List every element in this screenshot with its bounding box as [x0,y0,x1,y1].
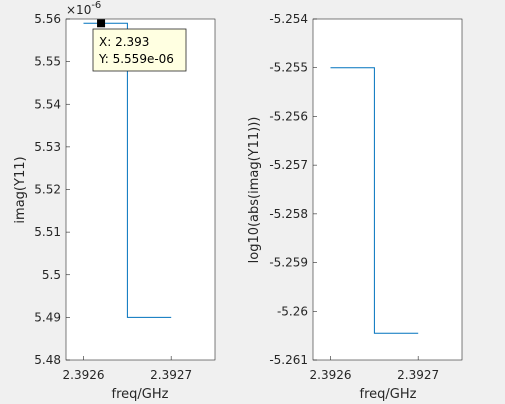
right-x-axis-label: freq/GHz [360,387,417,402]
left-y-axis-label: imag(Y11) [13,156,28,223]
y-tick-label: 5.54 [34,97,61,111]
y-tick-label: 5.51 [34,225,61,239]
left-plot-area [65,18,216,361]
y-tick-label: -5.256 [269,109,308,123]
y-tick-label: 5.48 [34,353,61,367]
x-tick-label: 2.3927 [397,368,439,382]
right-axes: -5.254 -5.255 -5.256 -5.257 -5.258 -5.259 -5.2… [247,12,463,402]
right-plot-area [312,18,463,361]
left-exponent-label: ×10-6 [66,0,101,17]
left-series-line [83,22,172,318]
y-tick-label: -5.257 [269,158,308,172]
y-tick-label: 5.49 [34,310,61,324]
y-tick-label: 5.53 [34,140,61,154]
y-tick-label: -5.258 [269,207,308,221]
y-tick-label: -5.255 [269,61,308,75]
y-tick-label: 5.52 [34,183,61,197]
datatip-box [92,28,187,72]
x-tick-label: 2.3926 [310,368,352,382]
datatip-y-text: Y: 5.559e-06 [98,52,174,66]
datatip[interactable]: X: 2.393 Y: 5.559e-06 [92,28,187,72]
x-tick-label: 2.3927 [150,368,192,382]
y-tick-label: -5.261 [269,353,308,367]
y-tick-label: 5.55 [34,55,61,69]
right-y-axis-label: log10(abs(imag(Y11))) [247,117,262,264]
left-x-axis-label: freq/GHz [112,387,169,402]
y-tick-label: -5.254 [269,12,308,26]
datatip-marker[interactable] [97,19,106,28]
datatip-x-text: X: 2.393 [99,35,149,49]
y-tick-label: -5.26 [277,304,308,318]
y-tick-label: -5.259 [269,256,308,270]
y-tick-label: 5.5 [42,268,61,282]
right-series-line [330,67,419,334]
x-tick-label: 2.3926 [63,368,105,382]
left-axes: 5.56 5.55 5.54 5.53 5.52 5.51 5.5 5.49 5.48 2.39… [13,0,216,402]
y-tick-label: 5.56 [34,12,61,26]
